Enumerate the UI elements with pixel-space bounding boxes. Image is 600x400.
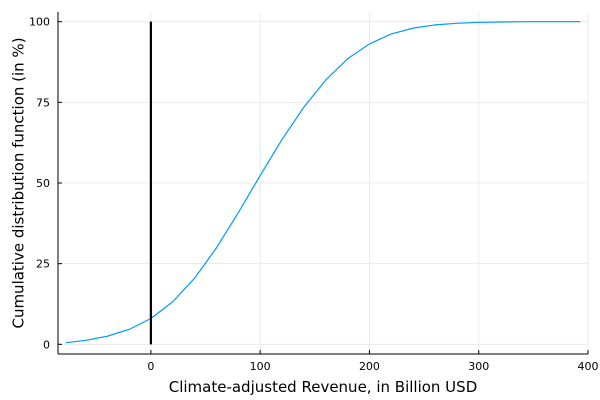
plot-area [65,21,581,345]
x-tick-label: 300 [468,360,489,373]
x-tick-label: 200 [359,360,380,373]
y-tick-label: 50 [36,177,50,190]
y-tick-label: 0 [43,338,50,351]
x-axis-title: Climate-adjusted Revenue, in Billion USD [169,378,478,396]
x-tick-label: 400 [578,360,599,373]
axes [57,12,589,355]
y-tick-label: 100 [29,16,50,29]
x-tick-label: 100 [250,360,271,373]
y-tick-label: 25 [36,258,50,271]
x-tick-label: 0 [147,360,154,373]
y-tick-label: 75 [36,96,50,109]
grid [58,12,589,354]
tick-labels: 0 100 200 300 400 0 25 50 75 100 [29,16,599,373]
cdf-series-line [65,21,581,344]
y-axis-title: Cumulative distribution function (in %) [9,37,27,328]
